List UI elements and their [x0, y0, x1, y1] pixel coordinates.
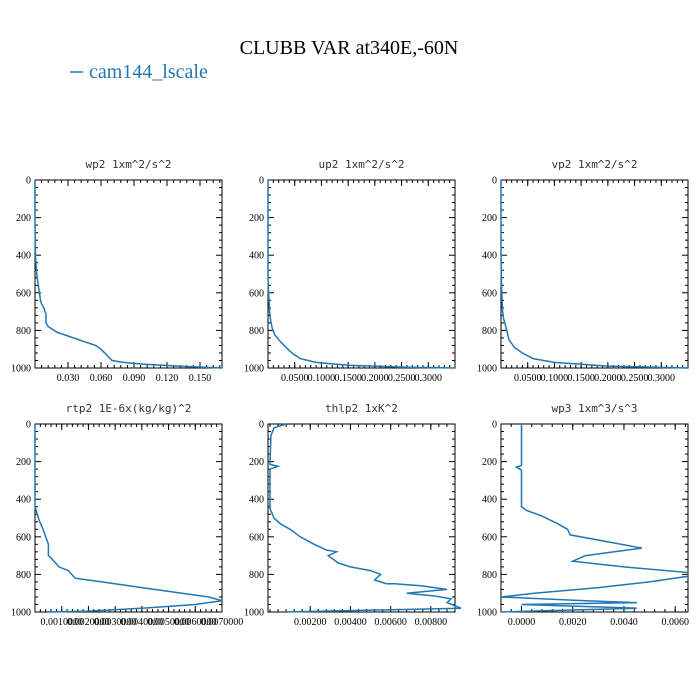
x-tick-label: 0.1000 [541, 373, 569, 384]
x-tick-label: 0.120 [156, 373, 179, 384]
y-tick-label: 1000 [11, 608, 31, 619]
x-tick-label: 0.0040000 [121, 617, 164, 628]
series-line-cam144_lscale [500, 180, 689, 369]
panel-title: wp2 1xm^2/s^2 [85, 158, 171, 171]
y-tick-label: 400 [249, 495, 264, 506]
x-tick-label: 0.2500 [388, 373, 416, 384]
panel-title: wp3 1xm^3/s^3 [551, 402, 637, 415]
chart-panel-6: wp3 1xm^3/s^3 0 200 400 600 800 1000 0.0000 0.00… [477, 402, 689, 628]
y-tick-label: 400 [482, 251, 497, 262]
y-tick-label: 0 [26, 176, 31, 187]
x-tick-label: 0.0060 [661, 617, 689, 628]
y-tick-label: 1000 [244, 608, 264, 619]
y-tick-label: 200 [16, 213, 31, 224]
plot-frame [34, 179, 223, 369]
y-tick-label: 800 [16, 570, 31, 581]
x-tick-label: 0.0050000 [147, 617, 190, 628]
series-line-cam144_lscale [269, 423, 462, 613]
chart-panel-5: thlp2 1xK^2 0 200 400 600 800 1000 0.00200 0.004… [244, 402, 462, 628]
y-tick-label: 400 [482, 495, 497, 506]
y-tick-label: 600 [249, 288, 264, 299]
plot-frame [267, 423, 456, 613]
y-tick-label: 800 [249, 570, 264, 581]
x-tick-label: 0.0020 [559, 617, 587, 628]
plot-frame [500, 179, 689, 369]
x-tick-label: 0.0060000 [174, 617, 217, 628]
y-tick-label: 400 [249, 251, 264, 262]
series-line-cam144_lscale [500, 424, 689, 613]
y-tick-label: 600 [482, 288, 497, 299]
x-tick-label: 0.2000 [594, 373, 622, 384]
y-tick-label: 0 [259, 420, 264, 431]
y-tick-label: 600 [16, 288, 31, 299]
y-tick-label: 800 [16, 326, 31, 337]
x-tick-label: 0.0030000 [94, 617, 137, 628]
x-tick-label: 0.0020000 [67, 617, 110, 628]
y-tick-label: 200 [16, 457, 31, 468]
x-tick-label: 0.1500 [567, 373, 595, 384]
x-tick-label: 0.0070000 [201, 617, 244, 628]
y-tick-label: 1000 [244, 364, 264, 375]
plot-frame [500, 423, 689, 613]
x-tick-label: 0.150 [189, 373, 212, 384]
y-tick-label: 600 [249, 532, 264, 543]
y-tick-label: 200 [482, 457, 497, 468]
y-tick-label: 1000 [477, 608, 497, 619]
panel-title: vp2 1xm^2/s^2 [551, 158, 637, 171]
y-tick-label: 200 [482, 213, 497, 224]
x-tick-label: 0.0040 [610, 617, 638, 628]
y-tick-label: 400 [16, 495, 31, 506]
y-tick-label: 800 [249, 326, 264, 337]
y-tick-label: 0 [26, 420, 31, 431]
plot-frame [267, 179, 456, 369]
x-tick-label: 0.3000 [648, 373, 676, 384]
y-tick-label: 400 [16, 251, 31, 262]
x-tick-label: 0.030 [57, 373, 80, 384]
y-tick-label: 1000 [11, 364, 31, 375]
chart-panel-3: vp2 1xm^2/s^2 0 200 400 600 800 1000 0.0500 0.10… [477, 158, 689, 384]
legend-label: cam144_lscale [89, 61, 208, 83]
chart-panel-4: rtp2 1E-6x(kg/kg)^2 0 200 400 600 800 1000 0.00… [11, 402, 243, 628]
x-tick-label: 0.2000 [361, 373, 389, 384]
x-tick-label: 0.2500 [621, 373, 649, 384]
figure-title: CLUBB VAR at340E,-60N [240, 37, 459, 59]
x-tick-label: 0.1000 [308, 373, 336, 384]
y-tick-label: 0 [492, 420, 497, 431]
x-tick-label: 0.00800 [415, 617, 448, 628]
x-tick-label: 0.00600 [374, 617, 407, 628]
y-tick-label: 1000 [477, 364, 497, 375]
series-line-cam144_lscale [267, 180, 456, 369]
plot-frame [34, 423, 223, 613]
y-tick-label: 800 [482, 570, 497, 581]
x-tick-label: 0.1500 [334, 373, 362, 384]
panel-title: thlp2 1xK^2 [325, 402, 398, 415]
y-tick-label: 600 [16, 532, 31, 543]
legend: cam144_lscale [70, 61, 208, 83]
y-tick-label: 200 [249, 457, 264, 468]
y-tick-label: 0 [492, 176, 497, 187]
y-tick-label: 600 [482, 532, 497, 543]
y-tick-label: 200 [249, 213, 264, 224]
panel-title: up2 1xm^2/s^2 [318, 158, 404, 171]
x-tick-label: 0.0500 [281, 373, 309, 384]
x-tick-label: 0.00400 [334, 617, 367, 628]
x-tick-label: 0.0500 [514, 373, 542, 384]
x-tick-label: 0.00200 [294, 617, 327, 628]
series-line-cam144_lscale [34, 424, 223, 613]
chart-panel-1: wp2 1xm^2/s^2 0 200 400 600 800 1000 0.030 0.060… [11, 158, 223, 384]
y-tick-label: 800 [482, 326, 497, 337]
x-tick-label: 0.090 [123, 373, 146, 384]
x-tick-label: 0.3000 [415, 373, 443, 384]
panel-title: rtp2 1E-6x(kg/kg)^2 [66, 402, 192, 415]
x-tick-label: 0.0010000 [40, 617, 83, 628]
chart-panel-2: up2 1xm^2/s^2 0 200 400 600 800 1000 0.0500 0.10… [244, 158, 456, 384]
x-tick-label: 0.060 [90, 373, 113, 384]
y-tick-label: 0 [259, 176, 264, 187]
x-tick-label: 0.0000 [508, 617, 536, 628]
series-line-cam144_lscale [34, 180, 223, 369]
